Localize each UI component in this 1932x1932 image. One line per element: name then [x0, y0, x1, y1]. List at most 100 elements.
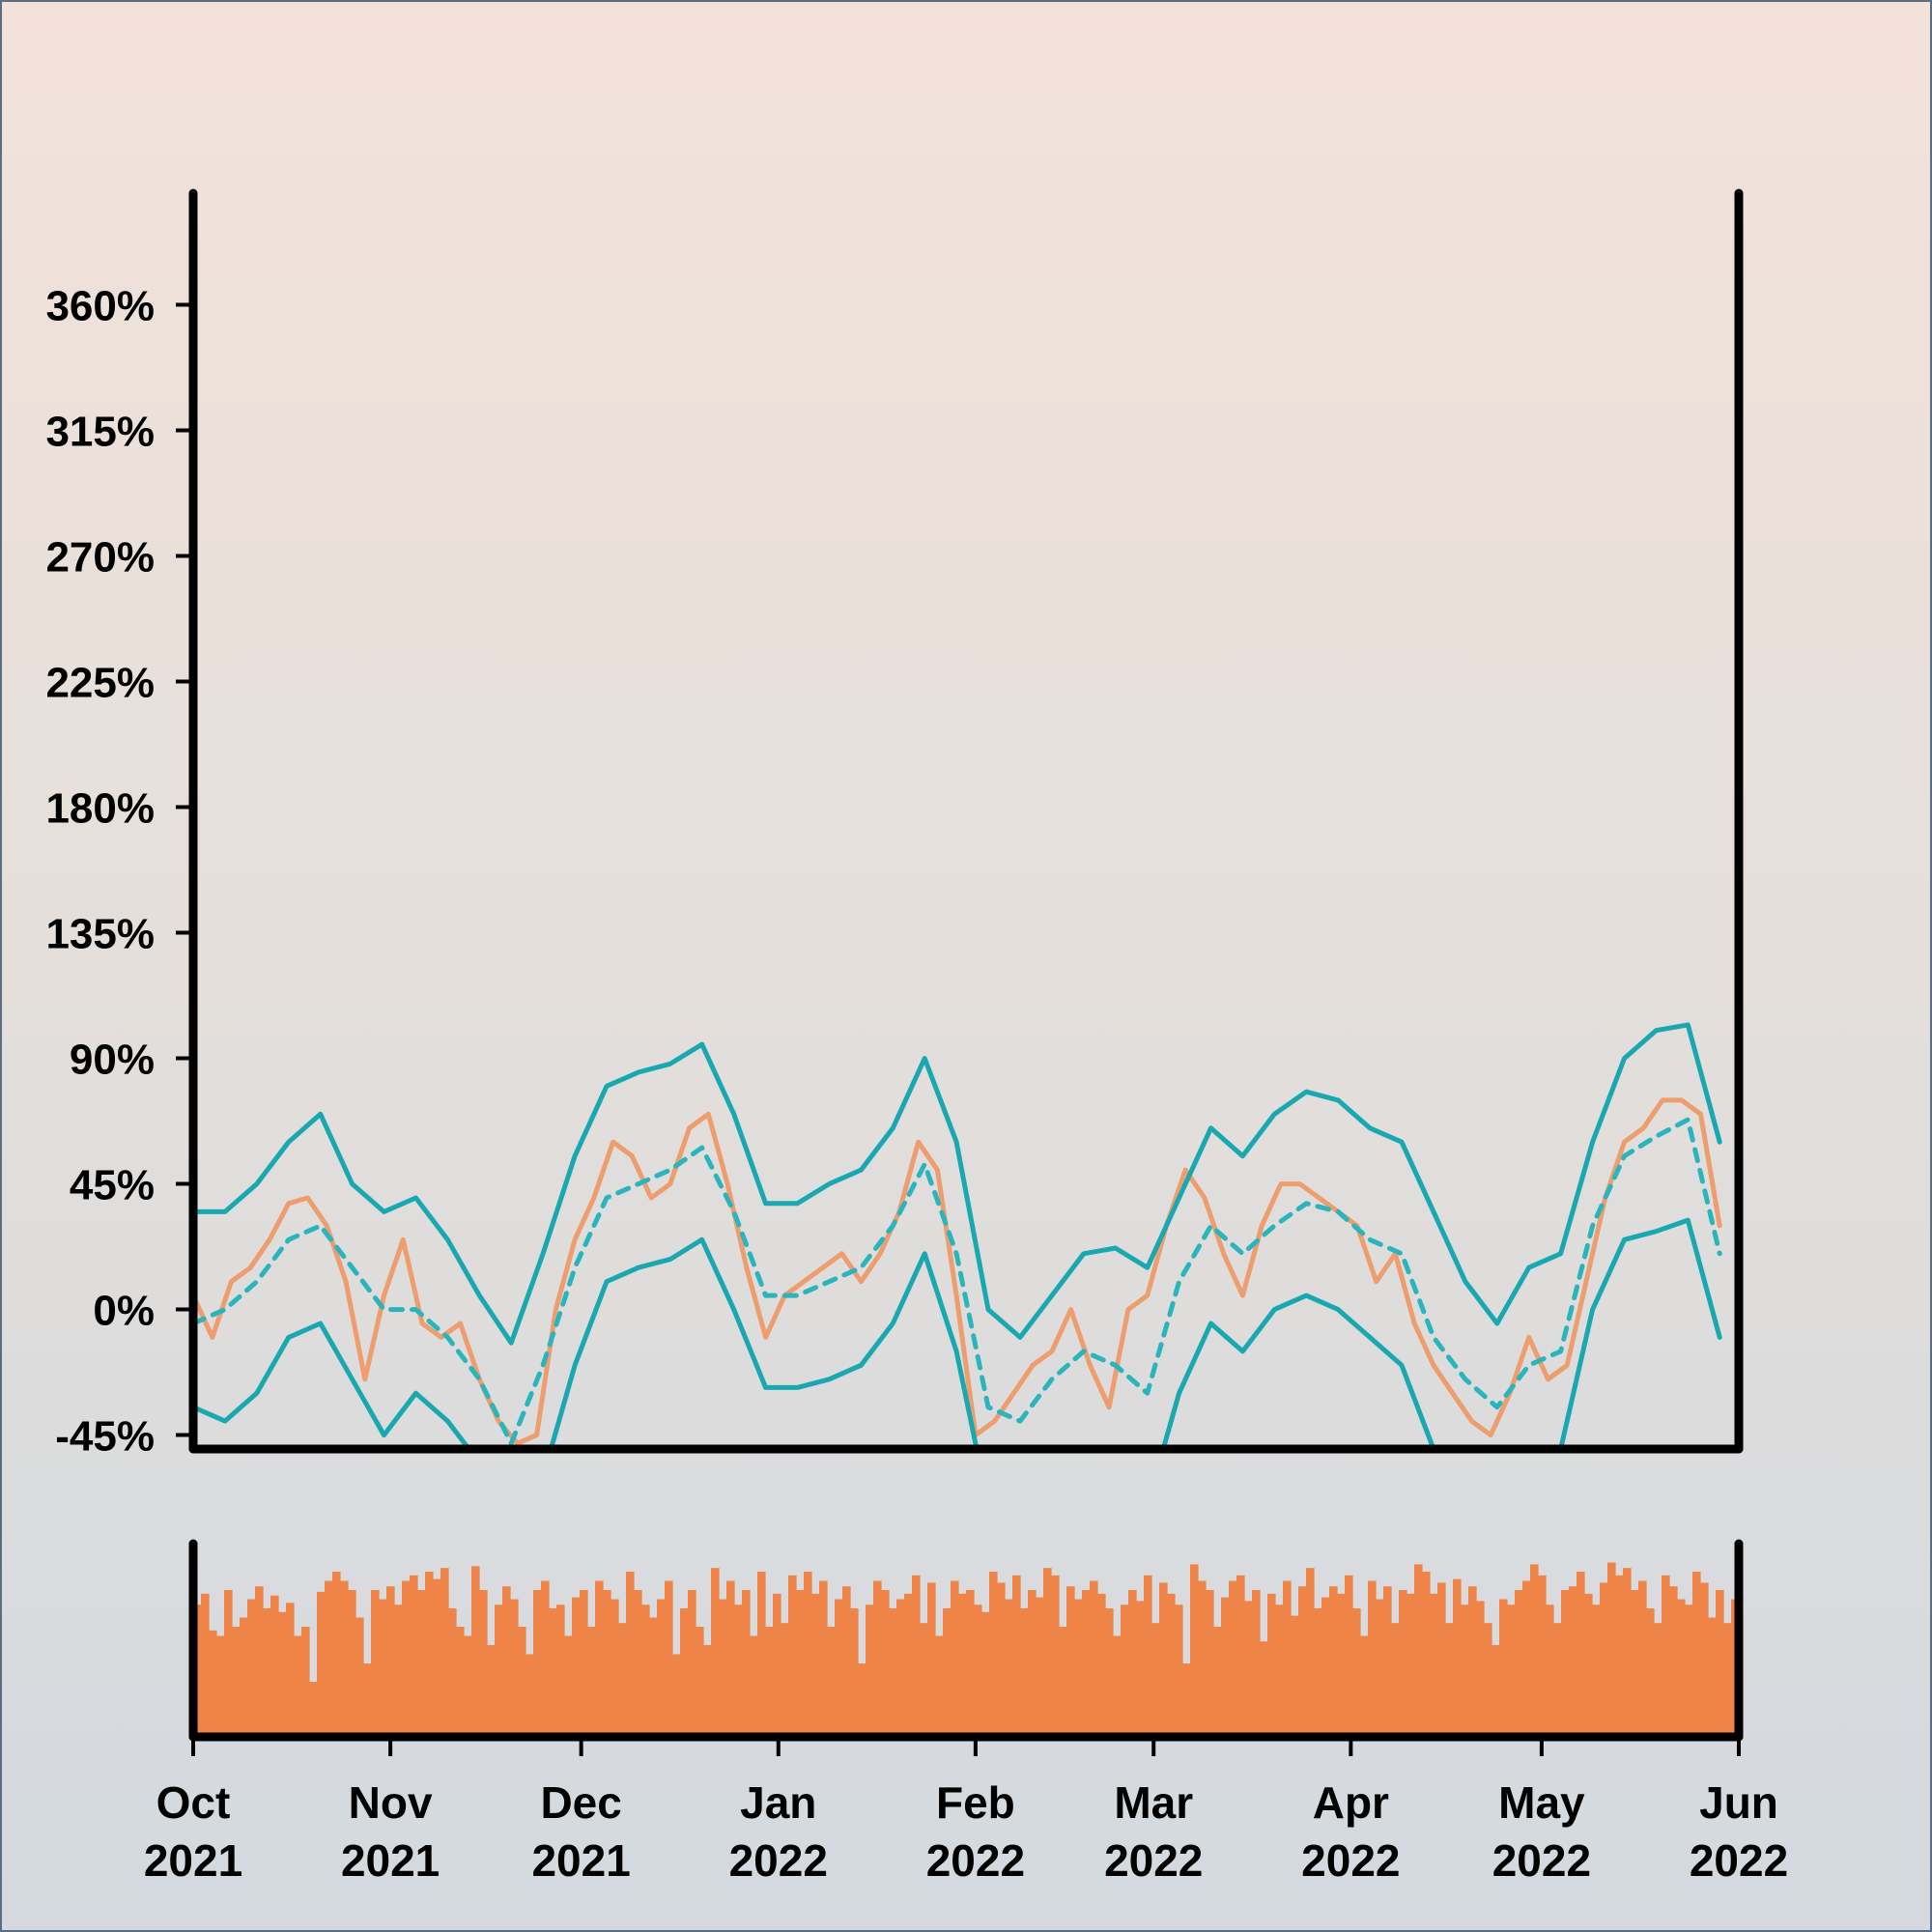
volume-bar [1097, 1593, 1106, 1737]
volume-bar [1236, 1575, 1245, 1737]
y-tick-label: 90% [70, 1037, 155, 1084]
volume-bar [1267, 1593, 1276, 1737]
volume-bar [611, 1599, 619, 1737]
volume-bar [340, 1580, 349, 1737]
volume-bar [1321, 1597, 1330, 1737]
volume-bar [1036, 1597, 1044, 1737]
volume-bar [1059, 1627, 1067, 1737]
volume-bar [402, 1580, 411, 1737]
volume-bar [541, 1580, 550, 1737]
volume-bar [317, 1591, 326, 1737]
volume-bar [1175, 1605, 1183, 1737]
volume-bar [881, 1590, 890, 1737]
volume-bar [1530, 1564, 1539, 1737]
volume-bar [1306, 1568, 1315, 1737]
volume-bar [1507, 1605, 1516, 1737]
volume-bar [495, 1605, 503, 1737]
volume-bar [1484, 1623, 1492, 1737]
volume-bar [572, 1597, 581, 1737]
volume-bar [363, 1663, 372, 1737]
volume-bar [1538, 1575, 1547, 1737]
volume-bar [247, 1599, 256, 1737]
volume-bar [1445, 1623, 1454, 1737]
volume-bar [1584, 1593, 1593, 1737]
volume-bar [1708, 1617, 1717, 1737]
volume-bar [641, 1605, 650, 1737]
x-tick-label-year: 2022 [1492, 1835, 1591, 1886]
y-tick-label: 180% [45, 785, 155, 833]
volume-bar [433, 1578, 441, 1737]
volume-bar [1074, 1599, 1083, 1737]
volume-bar [263, 1608, 271, 1737]
volume-bar [796, 1590, 805, 1737]
volume-bar [1252, 1590, 1261, 1737]
x-tick-label-month: Oct [156, 1777, 231, 1828]
volume-bar [595, 1580, 604, 1737]
volume-bar [1360, 1635, 1369, 1737]
y-tick-label: 45% [70, 1162, 155, 1209]
volume-bar [1182, 1663, 1191, 1737]
volume-bar [634, 1590, 642, 1737]
volume-bar [1144, 1575, 1152, 1737]
volume-bar [711, 1568, 720, 1737]
y-tick-label: 0% [93, 1288, 155, 1335]
volume-bar [989, 1572, 998, 1737]
volume-bar [1213, 1627, 1222, 1737]
volume-bar [1028, 1590, 1037, 1737]
volume-bar [1244, 1601, 1253, 1737]
volume-bar [1005, 1599, 1013, 1737]
volume-bar [240, 1617, 248, 1737]
volume-bar [1685, 1605, 1693, 1737]
volume-bar [417, 1590, 426, 1737]
volume-bar [448, 1608, 457, 1737]
volume-bar [1592, 1605, 1601, 1737]
volume-bar [209, 1630, 217, 1737]
volume-bar [1012, 1575, 1021, 1737]
volume-bar [232, 1627, 241, 1737]
volume-bar [1623, 1568, 1632, 1737]
volume-bar [1352, 1608, 1361, 1737]
x-tick-label-month: May [1498, 1777, 1585, 1828]
volume-bar [301, 1627, 310, 1737]
volume-bar [216, 1635, 225, 1737]
volume-bar [332, 1572, 341, 1737]
volume-bar [626, 1572, 635, 1737]
volume-bar [750, 1635, 758, 1737]
volume-bar [580, 1590, 588, 1737]
volume-bar [719, 1599, 727, 1737]
volume-bar [1422, 1572, 1431, 1737]
volume-bar [1314, 1608, 1322, 1737]
volume-bar [1437, 1582, 1446, 1737]
volume-bar [1461, 1605, 1469, 1737]
volume-bar [502, 1586, 511, 1737]
volume-bar [1669, 1586, 1678, 1737]
volume-bar [1662, 1575, 1670, 1737]
volume-bar [355, 1617, 364, 1737]
volume-bar [1043, 1568, 1052, 1737]
x-tick-label-year: 2021 [531, 1835, 630, 1886]
volume-axes [188, 1539, 1744, 1742]
volume-bar [479, 1590, 488, 1737]
volume-bar [1298, 1586, 1307, 1737]
volume-bar [510, 1599, 519, 1737]
volume-bar [1082, 1590, 1091, 1737]
volume-bar [703, 1645, 712, 1737]
volume-bar [1066, 1586, 1075, 1737]
volume-bar [1090, 1580, 1098, 1737]
volume-bar [1198, 1580, 1207, 1737]
volume-bar [1105, 1608, 1114, 1737]
volume-bar [371, 1590, 380, 1737]
volume-bar [1700, 1582, 1709, 1737]
volume-bar [1051, 1575, 1060, 1737]
volume-bar [672, 1654, 681, 1737]
volume-bar [1399, 1590, 1407, 1737]
volume-bar [533, 1590, 542, 1737]
volume-bar [1414, 1564, 1423, 1737]
volume-bar [951, 1580, 959, 1737]
volume-bar [1646, 1608, 1655, 1737]
volume-bar [904, 1593, 913, 1737]
volume-bar [1345, 1575, 1353, 1737]
volume-bar [1430, 1593, 1438, 1737]
volume-bar [835, 1599, 843, 1737]
